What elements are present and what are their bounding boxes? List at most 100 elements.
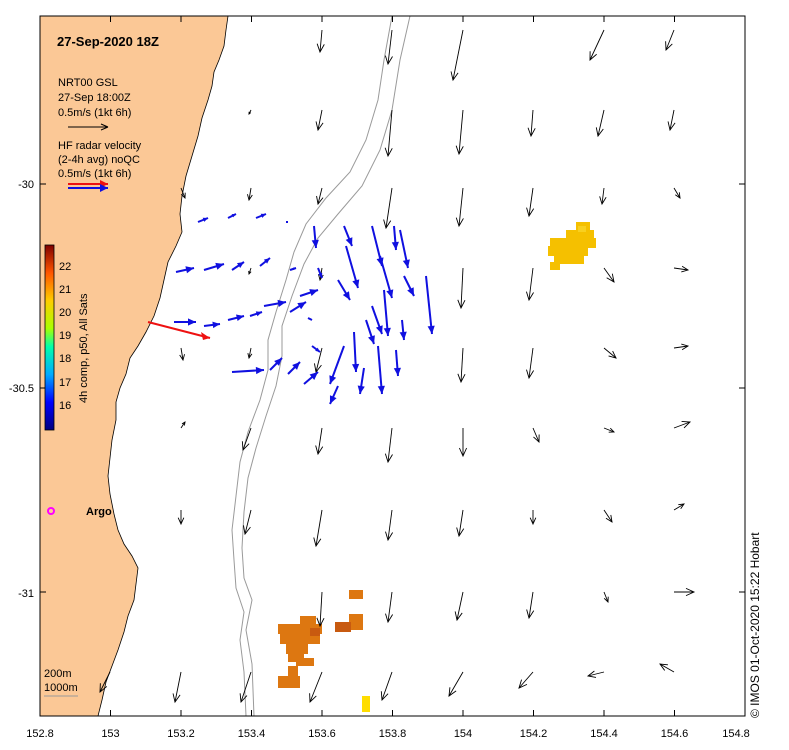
depth-label-200m: 200m <box>44 668 72 680</box>
radar-arrow-head <box>292 267 296 271</box>
gsl-arrow <box>180 421 186 429</box>
highlight-arrow <box>147 321 211 340</box>
radar-arrow-head <box>309 318 312 320</box>
gsl-arrow <box>309 671 323 703</box>
gsl-arrow <box>242 427 252 451</box>
gsl-arrow-head <box>605 514 613 523</box>
gsl-arrow <box>458 509 464 537</box>
y-tick-label: -30.5 <box>9 383 34 395</box>
radar-arrow-head <box>215 262 224 270</box>
legend-gsl-line2: 27-Sep 18:00Z <box>58 92 131 104</box>
gsl-arrow <box>460 267 464 309</box>
radar-arrow-head <box>352 363 360 372</box>
gsl-arrow-head <box>608 350 617 359</box>
sst-cell <box>362 696 370 712</box>
radar-arrow-head <box>402 259 410 268</box>
colorbar-label: 4h comp, p50, All Sats <box>78 293 90 403</box>
gsl-arrow <box>315 509 323 547</box>
radar-arrow-head <box>352 279 360 288</box>
colorbar-tick: 21 <box>59 284 71 296</box>
radar-arrow-head <box>311 239 319 248</box>
legend-gsl-line3: 0.5m/s (1kt 6h) <box>58 107 131 119</box>
gsl-arrow <box>317 427 323 455</box>
gsl-arrow <box>665 29 675 51</box>
gsl-arrow-head <box>248 270 252 276</box>
gsl-arrow-head <box>603 596 609 604</box>
depth-legend: 200m 1000m <box>44 668 78 697</box>
x-tick-label: 154.8 <box>722 728 750 740</box>
sst-cell <box>566 230 594 240</box>
radar-arrow-head <box>391 241 399 250</box>
gsl-arrow <box>319 29 323 53</box>
gsl-arrow-head <box>454 611 463 622</box>
x-tick-label: 152.8 <box>26 728 54 740</box>
gsl-arrow-head <box>315 445 324 456</box>
radar-arrow-head <box>231 214 236 218</box>
gsl-arrow-head <box>448 687 457 697</box>
sst-cell <box>296 658 314 666</box>
sst-cell <box>349 590 363 599</box>
sst-cell <box>554 254 584 264</box>
gsl-arrow-head <box>586 670 597 678</box>
sst-cell <box>288 666 298 676</box>
radar-arrow-head <box>383 327 391 336</box>
radar-arrow-head <box>342 291 350 300</box>
y-tick-label: -30 <box>18 179 34 191</box>
gsl-arrows <box>99 29 696 704</box>
sst-cell <box>300 616 316 626</box>
gsl-arrow-head <box>179 354 185 362</box>
gsl-arrow <box>460 347 464 383</box>
gsl-arrow <box>248 347 252 359</box>
gsl-arrow <box>673 421 691 429</box>
gsl-arrow-head <box>239 693 248 704</box>
gsl-arrow-head <box>180 192 186 200</box>
gsl-arrow-head <box>243 525 251 536</box>
radar-arrow-head <box>386 289 394 298</box>
radar-arrow <box>377 345 383 395</box>
sst-cell <box>550 262 560 270</box>
argo-label: Argo <box>86 506 112 518</box>
gsl-arrow <box>458 109 464 155</box>
gsl-arrow-head <box>248 111 251 115</box>
gsl-arrow <box>587 671 605 677</box>
gsl-arrow <box>381 671 393 701</box>
gsl-arrow <box>589 29 605 61</box>
gsl-arrow-head <box>455 217 464 228</box>
gsl-arrow-head <box>247 352 253 360</box>
gsl-arrow <box>528 347 534 379</box>
gsl-arrow-head <box>316 43 325 54</box>
x-tick-label: 153 <box>101 728 119 740</box>
gsl-arrow-head <box>606 273 615 283</box>
gsl-arrow <box>601 187 605 205</box>
sst-cell <box>310 628 320 636</box>
sst-cell <box>335 622 351 632</box>
gsl-arrow <box>244 509 252 535</box>
gsl-arrow <box>528 267 534 301</box>
gsl-arrow <box>385 187 393 229</box>
radar-arrow-head <box>329 395 337 404</box>
gsl-arrow <box>603 509 613 523</box>
argo-marker <box>47 507 55 515</box>
radar-arrow-head <box>315 347 320 352</box>
gsl-arrow <box>530 109 534 137</box>
gsl-arrow-head <box>681 421 692 429</box>
map-title: 27-Sep-2020 18Z <box>57 34 159 49</box>
radar-arrow-head <box>202 217 208 222</box>
gsl-arrow <box>456 591 464 621</box>
gsl-arrow-head <box>599 196 607 206</box>
gsl-arrow-head <box>384 453 393 464</box>
gsl-arrow-head <box>527 127 536 138</box>
colorbar-tick: 18 <box>59 353 71 365</box>
colorbar-gradient <box>44 244 55 431</box>
x-tick-label: 154.4 <box>590 728 618 740</box>
credit-text: © IMOS 01-Oct-2020 15:22 Hobart <box>748 532 762 718</box>
gsl-arrow <box>532 427 540 443</box>
radar-arrow-head <box>188 318 196 326</box>
radar-arrow-head <box>263 258 270 264</box>
radar-arrow-head <box>368 335 375 344</box>
gsl-arrow-head <box>450 71 459 82</box>
gsl-arrow <box>673 267 689 271</box>
argo-float: Argo <box>47 506 112 518</box>
gsl-arrow-head <box>681 343 690 351</box>
